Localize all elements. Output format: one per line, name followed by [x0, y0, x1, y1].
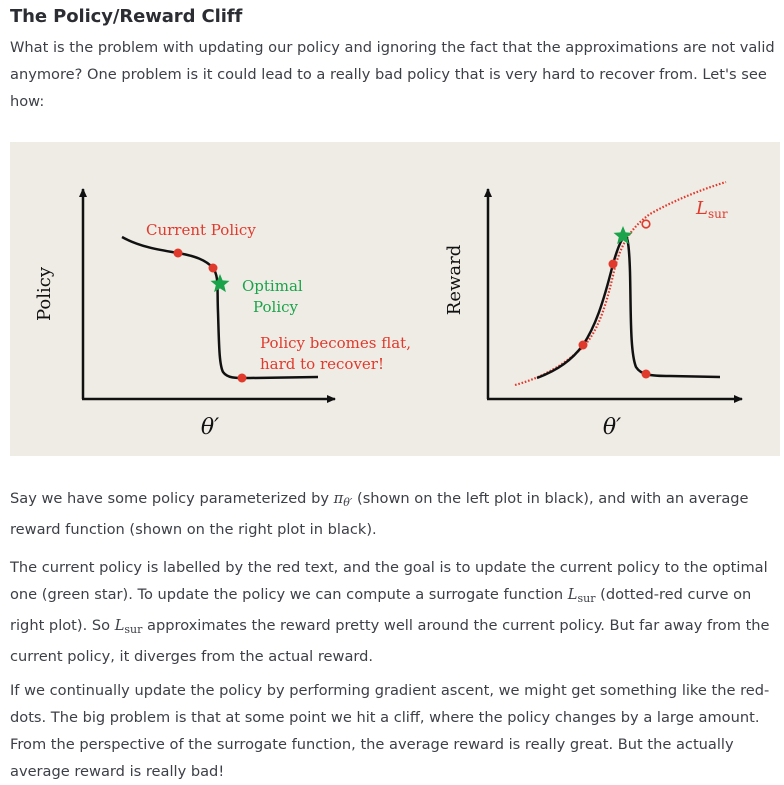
paragraph-surrogate-text-b: (dotted-red curve on right plot). So — [10, 586, 752, 634]
policy-reward-cliff-figure: Policy θ′ Current Policy Optimal Policy … — [10, 142, 780, 456]
paragraph-policy: Say we have some policy parameterized by… — [10, 485, 778, 543]
right-plot: Reward θ′ Lsur — [444, 180, 743, 440]
left-x-label: θ′ — [201, 415, 219, 440]
paragraph-surrogate: The current policy is labelled by the re… — [10, 554, 778, 670]
optimal-reward-star — [613, 226, 633, 245]
reward-curve — [536, 235, 721, 380]
paragraph-policy-text-a: Say we have some policy parameterized by — [10, 490, 334, 507]
paragraph-surrogate-text-c: approximates the reward pretty well arou… — [10, 617, 770, 665]
surrogate-open-marker — [641, 219, 651, 229]
pi-symbol: π — [333, 490, 344, 507]
reward-point-2 — [608, 259, 618, 269]
lsur-symbol-2: L — [114, 617, 125, 634]
left-plot: Policy θ′ Current Policy Optimal Policy … — [34, 188, 411, 440]
lsur-label: Lsur — [695, 198, 728, 221]
paragraph-cliff: If we continually update the policy by p… — [10, 682, 770, 780]
pi-subscript: θ′ — [343, 496, 353, 509]
lsur-subscript-2: sur — [124, 623, 143, 636]
figure-svg: Policy θ′ Current Policy Optimal Policy … — [34, 180, 743, 440]
current-policy-point — [173, 248, 183, 258]
optimal-policy-label-line1: Optimal — [242, 277, 303, 295]
paragraph-policy-text-b: (shown on the left plot in black), and w… — [10, 490, 749, 538]
lsur-subscript-1: sur — [577, 592, 596, 605]
optimal-policy-star — [210, 274, 230, 293]
flat-policy-label-line1: Policy becomes flat, — [260, 334, 411, 352]
update-point-1 — [208, 263, 218, 273]
flat-policy-label-line2: hard to recover! — [260, 355, 384, 373]
reward-point-1 — [578, 340, 588, 350]
optimal-policy-label-line2: Policy — [253, 298, 299, 316]
reward-point-3 — [641, 369, 651, 379]
right-x-label: θ′ — [603, 415, 621, 440]
surrogate-curve — [514, 180, 727, 387]
left-y-label: Policy — [34, 266, 55, 321]
flat-policy-point — [237, 373, 247, 383]
intro-paragraph: What is the problem with updating our po… — [10, 39, 775, 110]
paragraph-surrogate-text-a: The current policy is labelled by the re… — [10, 559, 768, 603]
section-title: The Policy/Reward Cliff — [10, 6, 243, 27]
right-y-label: Reward — [444, 245, 465, 315]
lsur-symbol-1: L — [567, 586, 578, 603]
current-policy-label: Current Policy — [146, 221, 256, 239]
